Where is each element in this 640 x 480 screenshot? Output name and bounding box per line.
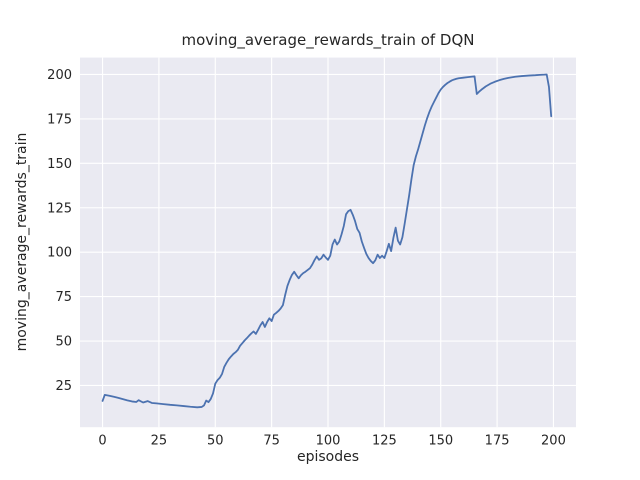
chart-title: moving_average_rewards_train of DQN [181,31,475,49]
x-tick-label: 75 [263,434,280,449]
y-tick-label: 50 [55,335,72,350]
y-tick-label: 75 [55,290,72,305]
y-axis-label: moving_average_rewards_train [14,132,30,352]
y-tick-label: 125 [47,201,72,216]
y-tick-label: 25 [55,379,72,394]
x-tick-label: 25 [151,434,168,449]
x-tick-label: 125 [372,434,397,449]
data-line-series [101,73,553,409]
x-tick-label: 150 [428,434,453,449]
x-tick-label: 0 [98,434,106,449]
y-tick-label: 150 [47,157,72,172]
y-tick-label: 100 [47,246,72,261]
x-tick-label: 50 [207,434,224,449]
x-axis-label: episodes [296,449,360,465]
y-tick-label: 175 [47,112,72,127]
x-tick-label: 100 [316,434,341,449]
y-tick-label: 200 [47,68,72,83]
x-tick-label: 175 [485,434,510,449]
x-tick-label: 200 [541,434,566,449]
